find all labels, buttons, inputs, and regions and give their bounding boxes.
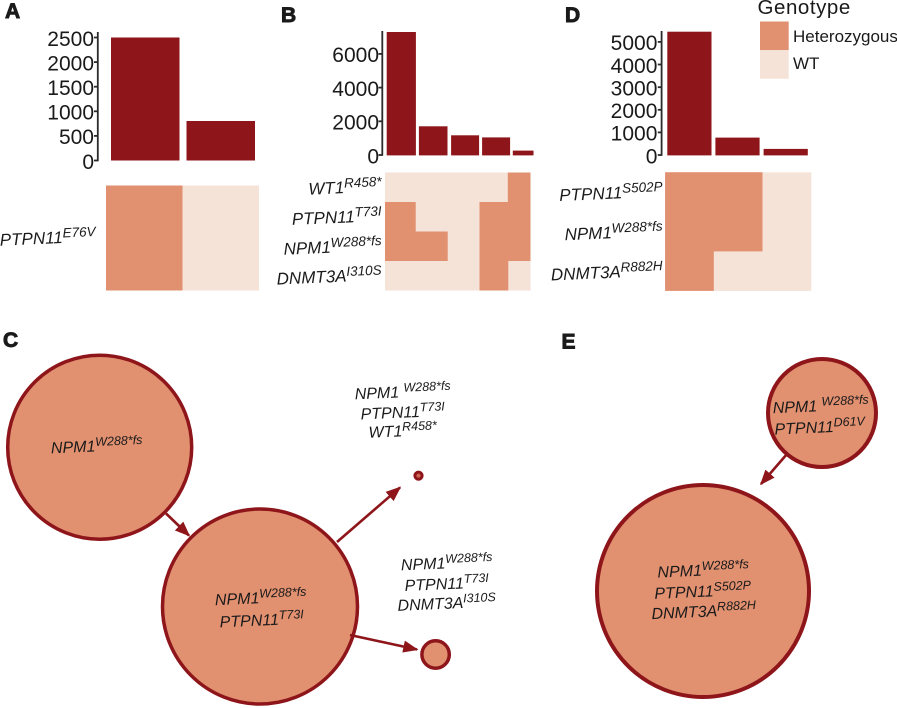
svg-text:WT: WT <box>793 54 819 73</box>
svg-text:4000: 4000 <box>611 55 658 78</box>
svg-text:0: 0 <box>646 145 658 168</box>
svg-text:1000: 1000 <box>611 123 658 146</box>
svg-text:B: B <box>281 4 296 27</box>
svg-text:2000: 2000 <box>611 100 658 123</box>
svg-text:5000: 5000 <box>611 32 658 55</box>
svg-text:2000: 2000 <box>47 52 94 75</box>
svg-text:E: E <box>562 331 576 354</box>
svg-text:500: 500 <box>59 126 94 149</box>
svg-text:D: D <box>565 4 580 27</box>
svg-text:2000: 2000 <box>332 112 379 135</box>
svg-text:C: C <box>3 329 18 352</box>
svg-text:6000: 6000 <box>332 44 379 67</box>
svg-text:0: 0 <box>82 151 94 174</box>
svg-text:4000: 4000 <box>332 78 379 101</box>
svg-text:3000: 3000 <box>611 78 658 101</box>
svg-text:1000: 1000 <box>47 102 94 125</box>
svg-text:2500: 2500 <box>47 28 94 51</box>
svg-text:A: A <box>5 0 20 23</box>
svg-text:0: 0 <box>367 145 379 168</box>
svg-text:Genotype: Genotype <box>758 0 851 19</box>
svg-text:1500: 1500 <box>47 77 94 100</box>
svg-text:Heterozygous: Heterozygous <box>793 27 897 46</box>
